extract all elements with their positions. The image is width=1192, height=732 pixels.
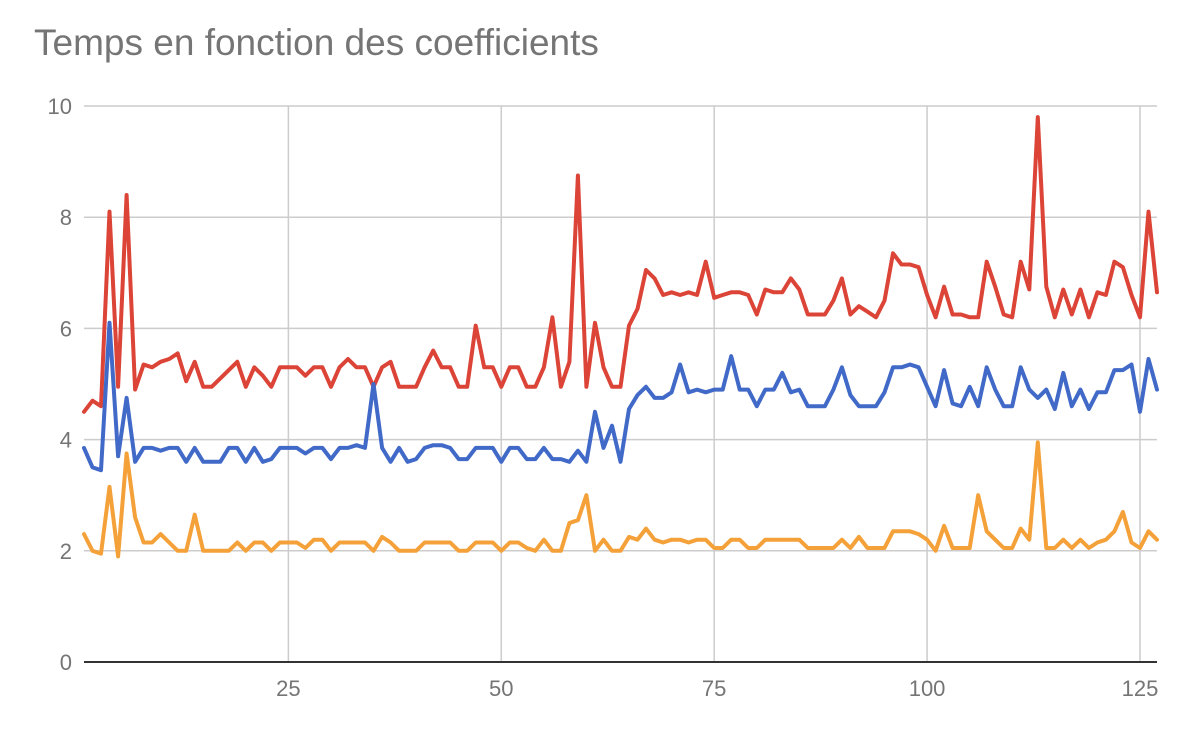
x-tick-label: 25 [276,676,300,701]
series-line-2 [82,320,1159,473]
y-tick-label: 6 [60,316,72,341]
y-tick-label: 0 [60,650,72,675]
y-tick-label: 2 [60,539,72,564]
x-tick-label: 100 [909,676,946,701]
x-tick-label: 50 [489,676,513,701]
y-tick-label: 10 [48,94,72,119]
chart-title: Temps en fonction des coefficients [34,22,599,63]
series-line-1 [82,115,1159,414]
y-tick-label: 4 [60,428,72,453]
tick-labels: 0 2 4 6 8 10 25 50 75 100 125 [48,94,1159,701]
x-tick-label: 75 [702,676,726,701]
series-layer [82,115,1159,559]
series-line-3 [82,440,1159,559]
y-tick-label: 8 [60,205,72,230]
x-tick-label: 125 [1122,676,1159,701]
